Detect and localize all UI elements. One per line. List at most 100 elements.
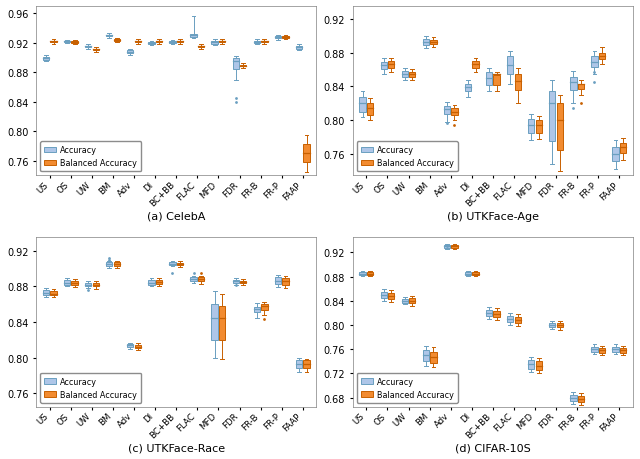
Bar — [114, 40, 120, 41]
Bar — [190, 278, 196, 281]
Bar — [472, 62, 479, 69]
Bar — [93, 283, 99, 287]
Bar — [198, 278, 204, 281]
Bar — [451, 109, 458, 116]
Legend: Accuracy, Balanced Accuracy: Accuracy, Balanced Accuracy — [40, 142, 141, 172]
Bar — [219, 306, 225, 340]
Bar — [190, 35, 196, 38]
Bar — [549, 324, 556, 327]
X-axis label: (c) UTKFace-Race: (c) UTKFace-Race — [128, 442, 225, 452]
Bar — [106, 263, 113, 266]
Bar — [557, 324, 563, 327]
Bar — [591, 347, 598, 352]
Bar — [85, 283, 92, 287]
Bar — [282, 279, 289, 285]
Bar — [232, 280, 239, 283]
Bar — [591, 57, 598, 68]
X-axis label: (d) CIFAR-10S: (d) CIFAR-10S — [455, 442, 531, 452]
Legend: Accuracy, Balanced Accuracy: Accuracy, Balanced Accuracy — [356, 142, 458, 172]
Bar — [282, 37, 289, 39]
Legend: Accuracy, Balanced Accuracy: Accuracy, Balanced Accuracy — [356, 373, 458, 403]
Bar — [156, 41, 162, 43]
Bar — [51, 41, 57, 43]
Bar — [296, 361, 302, 368]
Bar — [296, 47, 302, 50]
Bar — [557, 104, 563, 151]
Bar — [85, 47, 92, 48]
Bar — [570, 78, 577, 90]
Bar — [493, 75, 500, 85]
Bar — [93, 50, 99, 51]
Bar — [444, 106, 450, 114]
Bar — [261, 41, 268, 43]
Bar — [148, 43, 155, 45]
Bar — [135, 41, 141, 43]
Bar — [219, 41, 225, 43]
Bar — [430, 41, 436, 45]
Bar — [72, 42, 78, 44]
Bar — [528, 119, 534, 134]
Bar — [43, 290, 49, 296]
Bar — [570, 395, 577, 401]
Bar — [599, 53, 605, 60]
Bar — [620, 348, 627, 353]
Bar — [507, 316, 513, 322]
Bar — [381, 292, 387, 298]
Bar — [493, 312, 500, 318]
Bar — [381, 63, 387, 70]
Bar — [232, 58, 239, 69]
Bar — [409, 299, 415, 303]
Bar — [578, 396, 584, 402]
Bar — [422, 40, 429, 46]
X-axis label: (b) UTKFace-Age: (b) UTKFace-Age — [447, 211, 539, 221]
Bar — [409, 73, 415, 78]
Bar — [360, 273, 365, 275]
Bar — [472, 273, 479, 275]
Bar — [528, 360, 534, 369]
Bar — [64, 41, 70, 43]
Bar — [177, 263, 183, 265]
Bar — [240, 66, 246, 67]
Bar — [43, 58, 49, 61]
Bar — [156, 280, 162, 284]
Legend: Accuracy, Balanced Accuracy: Accuracy, Balanced Accuracy — [40, 373, 141, 403]
Bar — [536, 362, 542, 370]
Bar — [127, 51, 134, 54]
Bar — [360, 97, 365, 112]
Bar — [275, 278, 281, 284]
Bar — [211, 304, 218, 340]
Bar — [253, 307, 260, 313]
Bar — [106, 36, 113, 37]
Bar — [170, 42, 175, 44]
Bar — [612, 347, 619, 352]
Bar — [170, 263, 175, 265]
Bar — [135, 346, 141, 348]
Bar — [211, 41, 218, 45]
Bar — [401, 299, 408, 303]
Bar — [430, 352, 436, 363]
Bar — [275, 37, 281, 39]
Bar — [148, 280, 155, 285]
Bar — [240, 281, 246, 283]
Bar — [261, 304, 268, 310]
Bar — [177, 41, 183, 43]
Bar — [536, 121, 542, 134]
Bar — [401, 72, 408, 78]
Bar — [253, 41, 260, 44]
Bar — [486, 73, 492, 85]
Bar — [515, 74, 521, 90]
Bar — [303, 145, 310, 163]
Bar — [444, 246, 450, 248]
Bar — [114, 263, 120, 266]
Bar — [486, 310, 492, 316]
Bar — [388, 293, 394, 299]
Bar — [303, 361, 310, 368]
Bar — [612, 147, 619, 162]
Bar — [451, 246, 458, 248]
Bar — [72, 281, 78, 285]
Bar — [367, 273, 373, 275]
Bar — [599, 348, 605, 353]
Bar — [465, 273, 471, 275]
Bar — [422, 351, 429, 362]
Bar — [578, 85, 584, 90]
